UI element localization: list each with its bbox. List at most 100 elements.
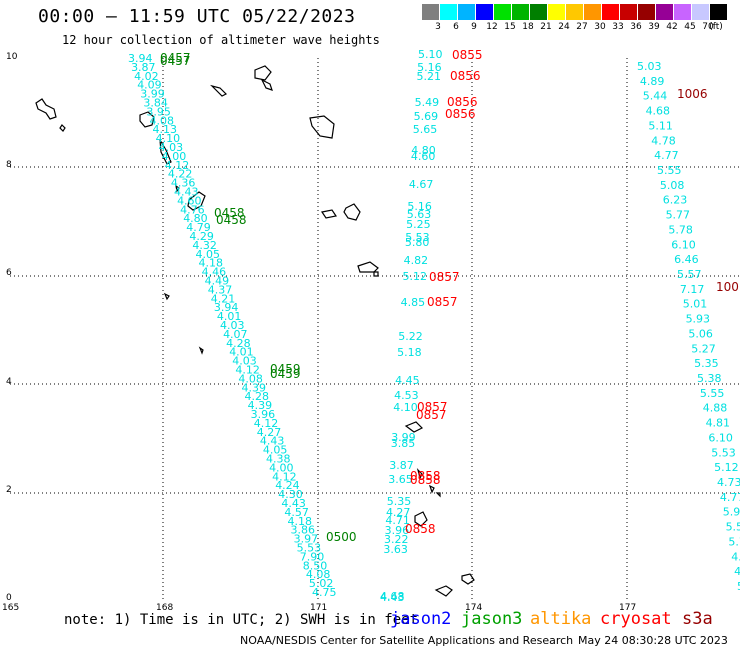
legend-swatch	[512, 4, 529, 20]
wave-height-value: 5.08	[660, 179, 685, 192]
wave-height-value: 4.02	[134, 70, 159, 83]
wave-height-value: 3.96	[385, 524, 410, 537]
wave-height-value: 3.63	[383, 543, 408, 556]
x-tick-168: 168	[156, 603, 174, 613]
wave-height-value: 5.69	[414, 110, 439, 123]
legend-label: 27	[576, 22, 588, 32]
y-tick-2: 2	[6, 485, 12, 495]
pass-time-label: 0458	[216, 213, 247, 227]
legend-label: 15	[504, 22, 516, 32]
wave-height-value: 4.10	[156, 132, 181, 145]
legend-label: 12	[486, 22, 498, 32]
island-outline	[139, 111, 155, 128]
wave-height-value: 4.03	[232, 355, 257, 368]
legend-label: 39	[648, 22, 660, 32]
wave-height-value: 5.55	[700, 387, 725, 400]
wave-height-value: 5.35	[694, 357, 719, 370]
sat-altika-label: altika	[530, 609, 592, 629]
island-outline	[434, 585, 453, 597]
legend-label: (ft)	[709, 22, 723, 32]
island-outlines	[35, 65, 475, 597]
wave-height-value: 4.03	[220, 319, 245, 332]
wave-height-value: 5.55	[657, 164, 682, 177]
island-outline	[163, 292, 170, 301]
legend-label: 6	[453, 22, 459, 32]
wave-height-value: 5.80	[405, 236, 430, 249]
wave-height-value: 3.65	[388, 473, 413, 486]
legend-label: 70	[702, 22, 714, 32]
wave-height-value: 4.28	[245, 390, 269, 403]
wave-height-value: 5.96	[723, 506, 740, 519]
pass-time-label: 0857	[427, 295, 458, 309]
wave-height-value: 4.00	[162, 150, 187, 163]
pass-time-label: 0459	[270, 362, 301, 376]
wave-height-value: 5.16	[417, 61, 442, 74]
wave-height-value: 4.78	[651, 134, 676, 147]
wave-height-value: 5.38	[697, 372, 722, 385]
wave-height-value: 4.43	[260, 435, 285, 448]
legend-swatch	[620, 4, 637, 20]
wave-height-value: 5.77	[666, 209, 691, 222]
wave-height-value: 4.01	[229, 346, 254, 359]
wave-height-value: 5.53	[297, 542, 322, 555]
sat-jason3-label: jason3	[461, 609, 523, 629]
legend-swatch	[710, 4, 727, 20]
wave-height-value: 4.46	[202, 266, 227, 279]
track-left-values: 3.943.874.024.093.993.843.954.084.134.10…	[128, 52, 337, 599]
legend-swatch	[656, 4, 673, 20]
y-tick-8: 8	[6, 160, 12, 170]
sat-cryosat-label: cryosat	[600, 609, 672, 629]
legend-swatch	[494, 4, 511, 20]
wave-height-value: 4.12	[165, 159, 190, 172]
wave-height-value: 4.45	[395, 374, 420, 387]
wave-height-value: 4.57	[284, 506, 309, 519]
wave-height-value: 5.57	[677, 268, 702, 281]
y-tick-10: 10	[6, 52, 18, 62]
page-title: 00:00 – 11:59 UTC 05/22/2023	[38, 6, 356, 27]
wave-height-value: 4.09	[137, 79, 162, 92]
y-tick-6: 6	[6, 268, 12, 278]
generated-timestamp: May 24 08:30:28 UTC 2023	[578, 634, 728, 647]
pass-time-label: 0856	[445, 107, 476, 121]
island-outline	[35, 98, 57, 120]
map-grid	[10, 58, 740, 602]
island-outline	[343, 203, 361, 221]
x-tick-171: 171	[310, 603, 328, 613]
wave-height-value: 4.53	[394, 389, 419, 402]
pass-time-label: 1006	[677, 87, 708, 101]
island-outline	[373, 271, 379, 277]
island-outline	[435, 492, 441, 498]
wave-height-value: 3.86	[291, 524, 316, 537]
wave-height-value: 4.43	[174, 186, 199, 199]
wave-height-value: 4.39	[241, 381, 266, 394]
x-tick-177: 177	[619, 603, 637, 613]
wave-height-value: 4.12	[272, 470, 297, 483]
wave-height-value: 4.29	[189, 230, 214, 243]
legend-label: 45	[684, 22, 696, 32]
legend-swatch	[548, 4, 565, 20]
wave-height-value: 4.68	[380, 590, 405, 603]
legend-swatch	[530, 4, 547, 20]
island-outline	[198, 346, 204, 355]
wave-height-value: 4.49	[205, 275, 230, 288]
pass-time-label: 0457	[160, 51, 191, 65]
x-tick-165: 165	[2, 603, 20, 613]
wave-height-value: 5.12	[714, 461, 739, 474]
legend-label: 9	[471, 22, 477, 32]
pass-time-label: 0458	[214, 206, 245, 220]
island-outline	[210, 84, 228, 97]
wave-height-value: 5.36	[737, 580, 740, 593]
wave-height-value: 4.01	[217, 310, 242, 323]
wave-height-value: 5.21	[416, 70, 441, 83]
wave-height-value: 4.73	[717, 476, 740, 489]
pass-time-label: 0856	[447, 95, 478, 109]
wave-height-value: 4.24	[275, 479, 300, 492]
wave-height-value: 4.38	[266, 453, 291, 466]
wave-height-value: 7.17	[680, 283, 705, 296]
wave-height-value: 5.35	[387, 495, 412, 508]
wave-height-value: 3.94	[214, 301, 239, 314]
wave-height-value: 6.23	[663, 194, 688, 207]
island-outline	[357, 261, 379, 273]
wave-height-value: 7.90	[300, 550, 325, 563]
